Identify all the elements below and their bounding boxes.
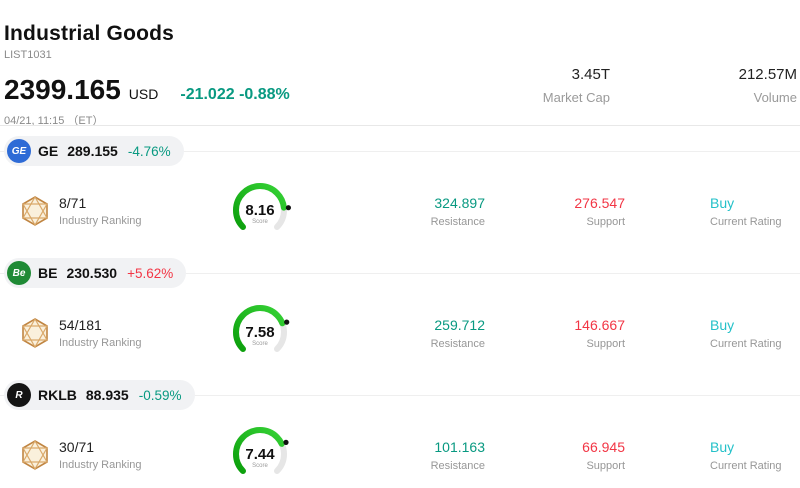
ranking-cell: 8/71 Industry Ranking bbox=[20, 195, 225, 227]
score-label: Score bbox=[252, 463, 268, 469]
resistance-value: 259.712 bbox=[434, 316, 485, 333]
ticker-price: 88.935 bbox=[85, 387, 129, 403]
ge-logo: GE bbox=[7, 139, 31, 163]
score-value: 7.58 bbox=[245, 324, 275, 341]
volume-stat: 212.57M Volume bbox=[739, 66, 797, 105]
rating-label: Current Rating bbox=[710, 459, 782, 472]
support-cell: 276.547 Support bbox=[485, 195, 625, 228]
rating-label: Current Rating bbox=[710, 215, 782, 228]
resistance-label: Resistance bbox=[430, 337, 485, 350]
rating-value[interactable]: Buy bbox=[710, 194, 735, 211]
page-title: Industrial Goods bbox=[4, 22, 175, 45]
ranking-cell: 30/71 Industry Ranking bbox=[20, 439, 225, 471]
ticker-change: -4.76% bbox=[127, 143, 171, 159]
ticker-symbol: GE bbox=[38, 143, 59, 159]
score-gauge: 7.44 Score bbox=[225, 424, 295, 486]
volume-value: 212.57M bbox=[738, 66, 797, 83]
ticker-chip[interactable]: Be BE 230.530 +5.62% bbox=[4, 258, 187, 288]
polyhedron-icon bbox=[21, 318, 49, 349]
ticker-chip[interactable]: R RKLB 88.935 -0.59% bbox=[4, 380, 195, 410]
stock-metrics: 8/71 Industry Ranking 8.16 Score 324.897… bbox=[20, 180, 800, 242]
rating-cell: Buy Current Rating bbox=[710, 317, 782, 350]
support-cell: 146.667 Support bbox=[485, 317, 625, 350]
resistance-cell: 259.712 Resistance bbox=[295, 317, 485, 350]
score-label: Score bbox=[252, 341, 268, 347]
resistance-label: Resistance bbox=[430, 459, 485, 472]
index-price-row: 2399.165 USD -21.022 -0.88% bbox=[4, 74, 800, 106]
index-price: 2399.165 bbox=[4, 74, 121, 105]
stock-metrics: 54/181 Industry Ranking 7.58 Score 259.7… bbox=[20, 302, 800, 364]
list-id: LIST1031 bbox=[4, 49, 52, 61]
rating-value[interactable]: Buy bbox=[710, 316, 735, 333]
support-cell: 66.945 Support bbox=[485, 439, 625, 472]
ranking-cell: 54/181 Industry Ranking bbox=[20, 317, 225, 349]
polyhedron-icon bbox=[21, 440, 49, 471]
volume-label: Volume bbox=[753, 90, 797, 105]
ticker-price: 230.530 bbox=[66, 265, 118, 281]
industry-ranking-value: 30/71 bbox=[59, 439, 95, 455]
score-gauge: 8.16 Score bbox=[225, 180, 295, 242]
support-value: 66.945 bbox=[582, 438, 625, 455]
currency-label: USD bbox=[128, 86, 159, 102]
be-logo: Be bbox=[7, 261, 31, 285]
ticker-change: +5.62% bbox=[127, 265, 174, 281]
score-gauge: 7.58 Score bbox=[225, 302, 295, 364]
resistance-value: 101.163 bbox=[434, 438, 485, 455]
score-label: Score bbox=[252, 219, 268, 225]
support-label: Support bbox=[586, 215, 625, 228]
stock-row-rklb: R RKLB 88.935 -0.59% 30/71 Industry Rank… bbox=[0, 370, 800, 488]
stock-metrics: 30/71 Industry Ranking 7.44 Score 101.16… bbox=[20, 424, 800, 486]
support-label: Support bbox=[586, 459, 625, 472]
market-cap-stat: 3.45T Market Cap bbox=[543, 66, 610, 105]
rating-value[interactable]: Buy bbox=[710, 438, 735, 455]
ticker-price: 289.155 bbox=[67, 143, 118, 159]
resistance-cell: 101.163 Resistance bbox=[295, 439, 485, 472]
score-value: 8.16 bbox=[245, 202, 275, 219]
industry-ranking-label: Industry Ranking bbox=[59, 337, 142, 349]
industry-ranking-value: 8/71 bbox=[59, 195, 87, 211]
index-change: -21.022 -0.88% bbox=[180, 86, 290, 103]
score-value: 7.44 bbox=[245, 446, 275, 463]
support-value: 146.667 bbox=[574, 316, 625, 333]
ticker-chip[interactable]: GE GE 289.155 -4.76% bbox=[4, 136, 184, 166]
stock-list: GE GE 289.155 -4.76% 8/71 Industry Ranki… bbox=[0, 126, 800, 488]
rklb-logo: R bbox=[7, 383, 31, 407]
industry-ranking-label: Industry Ranking bbox=[59, 459, 142, 471]
resistance-value: 324.897 bbox=[434, 194, 485, 211]
header-divider bbox=[0, 125, 800, 126]
ticker-change: -0.59% bbox=[138, 387, 182, 403]
support-value: 276.547 bbox=[574, 194, 625, 211]
resistance-label: Resistance bbox=[430, 215, 485, 228]
rating-cell: Buy Current Rating bbox=[710, 195, 782, 228]
polyhedron-icon bbox=[21, 196, 49, 227]
stock-row-ge: GE GE 289.155 -4.76% 8/71 Industry Ranki… bbox=[0, 126, 800, 248]
ticker-symbol: RKLB bbox=[38, 387, 77, 403]
rating-label: Current Rating bbox=[710, 337, 782, 350]
stock-row-be: Be BE 230.530 +5.62% 54/181 Industry Ran… bbox=[0, 248, 800, 370]
industry-ranking-label: Industry Ranking bbox=[59, 215, 142, 227]
header: Industrial Goods LIST1031 2399.165 USD -… bbox=[0, 18, 800, 128]
market-cap-label: Market Cap bbox=[542, 90, 610, 105]
ticker-symbol: BE bbox=[38, 265, 58, 281]
resistance-cell: 324.897 Resistance bbox=[295, 195, 485, 228]
industry-ranking-value: 54/181 bbox=[59, 317, 102, 333]
market-cap-value: 3.45T bbox=[571, 66, 610, 83]
support-label: Support bbox=[586, 337, 625, 350]
rating-cell: Buy Current Rating bbox=[710, 439, 782, 472]
timestamp: 04/21, 11:15 （ET） bbox=[4, 115, 104, 127]
